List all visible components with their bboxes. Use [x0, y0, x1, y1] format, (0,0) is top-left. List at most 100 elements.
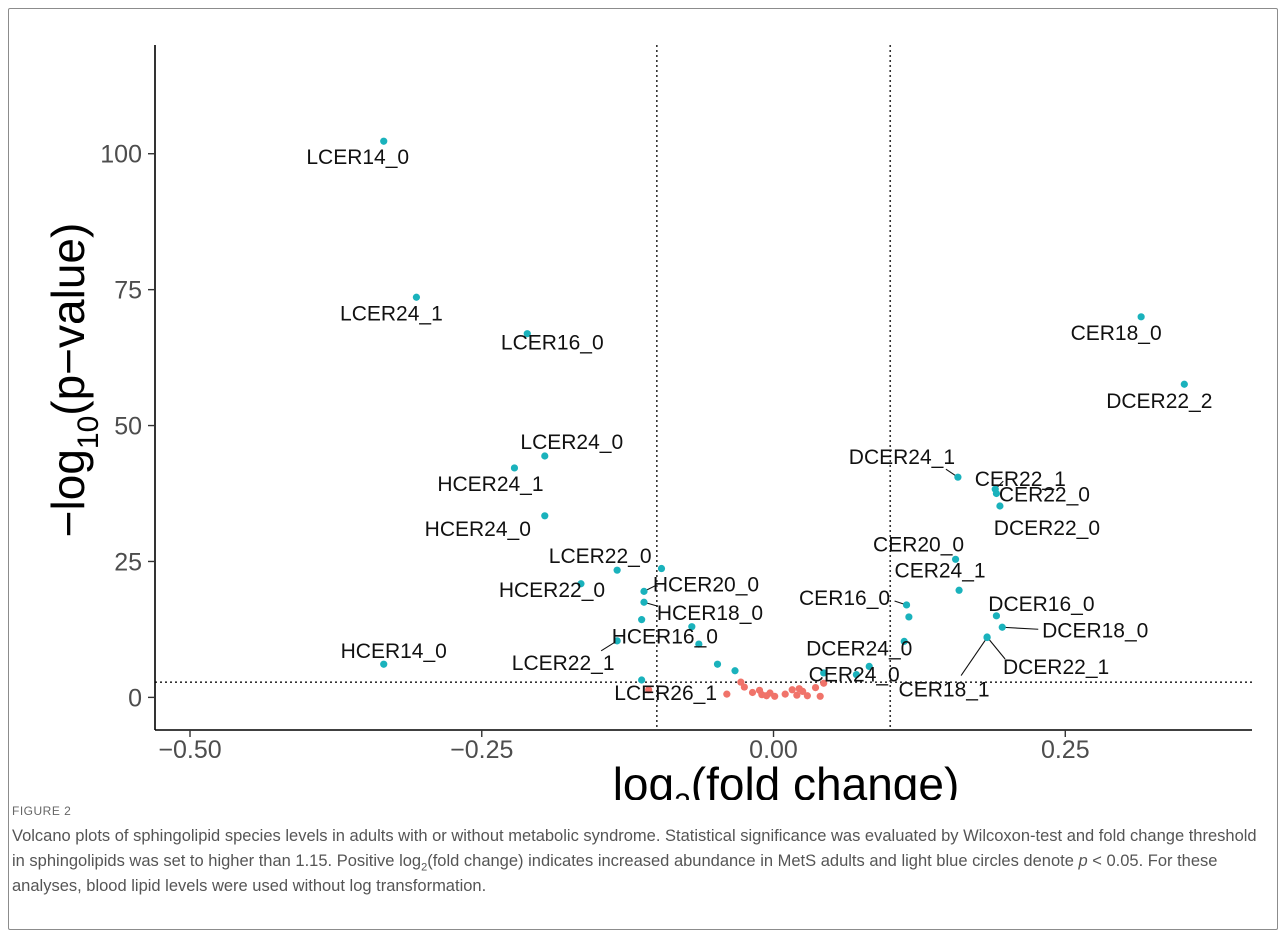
- data-point-28: [983, 633, 991, 642]
- data-point-25: [998, 623, 1006, 631]
- point-label-cer22-1: CER22_1: [975, 468, 1066, 491]
- point-label-hcer18-0: HCER18_0: [657, 602, 763, 625]
- data-point-4: [1180, 380, 1188, 388]
- data-point-31: [695, 640, 703, 648]
- point-label-hcer24-0: HCER24_0: [425, 518, 531, 541]
- point-label-cer24-1: CER24_1: [895, 559, 986, 582]
- point-label-lcer22-1: LCER22_1: [512, 652, 615, 675]
- data-point-2: [523, 330, 531, 338]
- point-label-hcer14-0: HCER14_0: [341, 640, 447, 663]
- point-label-cer20-0: CER20_0: [873, 533, 964, 556]
- data-point-46: [771, 692, 779, 700]
- data-point-16: [688, 623, 696, 631]
- caption-text-2: (fold change) indicates increased abunda…: [427, 852, 1079, 870]
- point-label-dcer24-1: DCER24_1: [849, 446, 955, 469]
- point-label-dcer22-1: DCER22_1: [1003, 656, 1109, 679]
- data-point-3: [1137, 313, 1145, 321]
- data-point-41: [748, 688, 757, 697]
- x-axis-title: log2(fold change): [613, 758, 960, 800]
- caption-text-1: Volcano plots of sphingolipid species le…: [12, 827, 1257, 870]
- x-tick-label-1: −0.25: [450, 736, 513, 764]
- data-point-18: [380, 660, 388, 668]
- point-label-lcer14-0: LCER14_0: [306, 146, 409, 169]
- data-point-20: [951, 555, 960, 563]
- data-point-12: [613, 566, 621, 574]
- data-point-5: [541, 452, 549, 460]
- point-label-hcer20-0: HCER20_0: [653, 573, 759, 596]
- x-tick-label-0: −0.50: [158, 736, 221, 764]
- data-point-23: [992, 612, 1001, 620]
- point-label-cer18-0: CER18_0: [1071, 322, 1162, 345]
- threshold-lines: [155, 45, 1252, 730]
- data-point-1: [412, 293, 421, 301]
- leader-dcer22-1: [986, 636, 1006, 660]
- point-label-cer16-0: CER16_0: [799, 587, 890, 610]
- data-point-24: [900, 637, 908, 645]
- caption-text-3: < 0.05. For these analyses, blood lipid …: [12, 852, 1218, 895]
- data-point-27: [865, 662, 873, 670]
- data-point-53: [811, 683, 820, 692]
- point-label-hcer22-0: HCER22_0: [499, 579, 605, 602]
- figure-caption: Volcano plots of sphingolipid species le…: [12, 824, 1274, 899]
- data-point-13: [577, 580, 585, 588]
- data-point-33: [731, 667, 739, 675]
- point-label-lcer16-0: LCER16_0: [501, 332, 604, 355]
- data-point-21: [955, 586, 963, 594]
- data-point-37: [645, 686, 653, 694]
- figure-frame: [8, 8, 1278, 930]
- data-point-51: [799, 687, 807, 696]
- data-point-7: [541, 512, 549, 520]
- y-tick-label-3: 75: [114, 277, 142, 305]
- point-label-hcer24-1: HCER24_1: [437, 473, 543, 496]
- y-tick-label-4: 100: [100, 141, 142, 169]
- data-point-35: [852, 670, 860, 679]
- data-point-19: [638, 676, 646, 684]
- y-tick-label-1: 25: [114, 548, 142, 576]
- data-point-52: [803, 692, 811, 700]
- point-label-dcer22-0: DCER22_0: [994, 517, 1100, 540]
- data-point-32: [713, 660, 722, 668]
- point-label-lcer26-1: LCER26_1: [614, 682, 717, 705]
- leader-cer18-1: [960, 637, 988, 676]
- point-label-cer24-0: CER24_0: [809, 663, 900, 686]
- data-point-10: [992, 489, 1001, 498]
- y-axis-title: −log10(p−value): [42, 223, 105, 538]
- y-tick-label-0: 0: [128, 684, 142, 712]
- data-point-49: [793, 691, 801, 699]
- data-points: [380, 137, 1188, 700]
- point-label-dcer18-0: DCER18_0: [1042, 619, 1148, 642]
- data-point-15: [640, 598, 648, 606]
- y-tick-label-2: 50: [114, 413, 142, 441]
- data-point-0: [380, 137, 388, 145]
- caption-subscript: 2: [421, 861, 428, 874]
- point-label-dcer16-0: DCER16_0: [988, 593, 1094, 616]
- plot-axes: 0 25 50 75 100 −0.50 −0.25 0.00 0.25: [100, 45, 1252, 764]
- point-label-dcer24-0: DCER24_0: [806, 637, 912, 660]
- data-point-34: [820, 669, 828, 677]
- data-point-6: [510, 464, 519, 472]
- volcano-plot: 0 25 50 75 100 −0.50 −0.25 0.00 0.25 LCER14_0 LCE…: [42, 45, 1252, 800]
- figure-label: FIGURE 2: [12, 804, 72, 818]
- data-point-17: [613, 637, 621, 645]
- leader-dcer18-0: [1002, 626, 1039, 630]
- data-point-29: [657, 564, 666, 573]
- data-point-40: [740, 683, 748, 691]
- data-point-55: [820, 679, 828, 687]
- data-point-54: [816, 692, 824, 700]
- data-point-48: [788, 686, 796, 694]
- x-tick-label-2: 0.00: [749, 736, 798, 764]
- data-point-11: [996, 502, 1004, 510]
- data-point-36: [905, 613, 913, 621]
- data-point-30: [638, 616, 646, 624]
- point-label-cer18-1: CER18_1: [899, 679, 990, 702]
- data-point-14: [640, 587, 648, 595]
- point-label-lcer22-0: LCER22_0: [549, 545, 652, 568]
- point-label-cer22-0: CER22_0: [999, 484, 1090, 507]
- point-label-hcer16-0: HCER16_0: [612, 626, 718, 649]
- point-label-lcer24-0: LCER24_0: [520, 431, 623, 454]
- x-tick-label-3: 0.25: [1041, 736, 1090, 764]
- caption-p-symbol: p: [1078, 852, 1088, 870]
- point-label-lcer24-1: LCER24_1: [340, 302, 443, 325]
- point-labels: LCER14_0 LCER24_1 LCER16_0 CER18_0 DCER22_2 L…: [306, 146, 1212, 705]
- data-point-22: [902, 601, 911, 609]
